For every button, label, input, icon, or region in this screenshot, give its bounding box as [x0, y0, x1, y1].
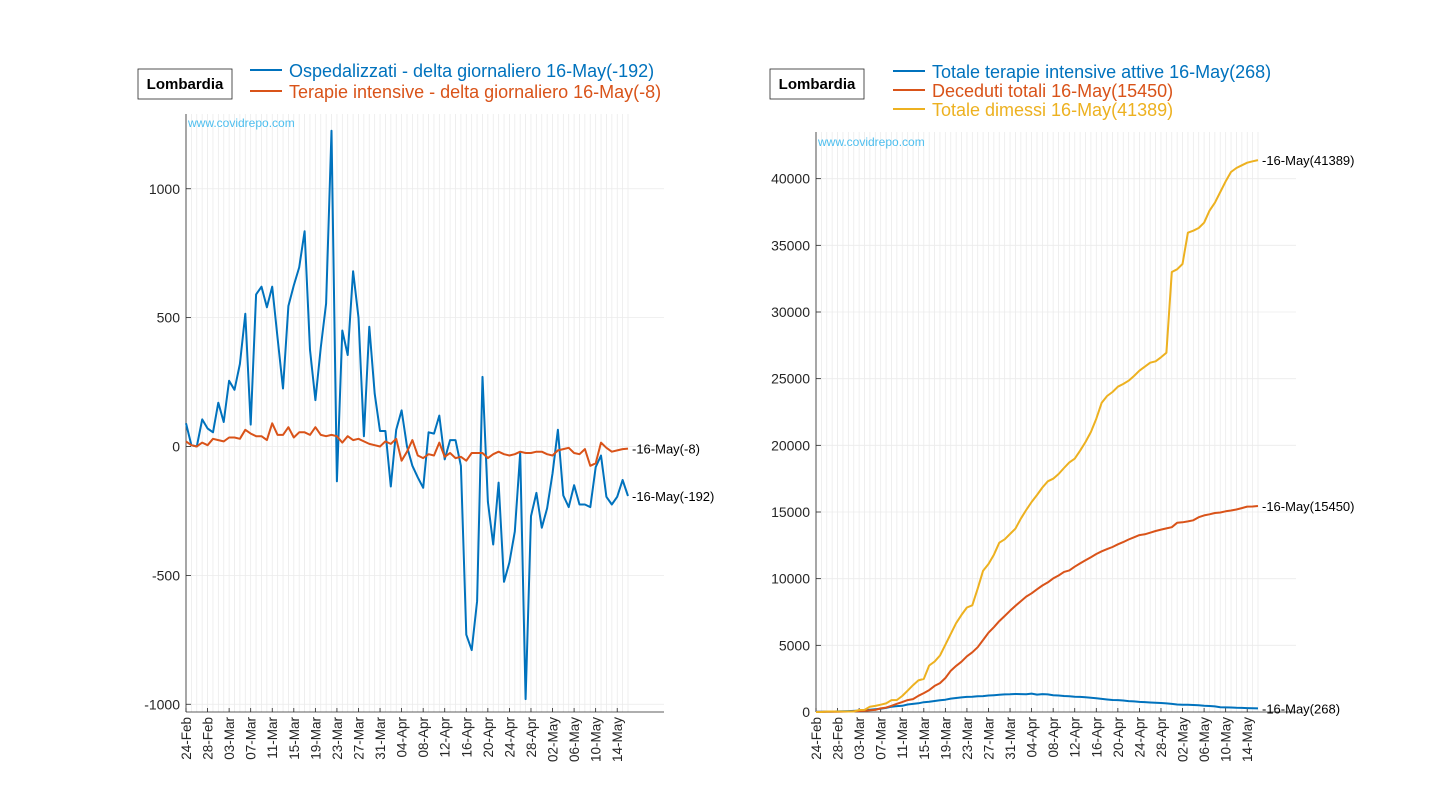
- x-tick-label: 28-Apr: [1154, 717, 1169, 758]
- y-tick-label: 0: [802, 704, 810, 720]
- x-tick-label: 31-Mar: [373, 717, 388, 760]
- series-left: [185, 129, 629, 701]
- x-tick-label: 06-May: [567, 717, 582, 762]
- x-tick-label: 23-Mar: [330, 717, 345, 760]
- legend-entry: Ospedalizzati - delta giornaliero 16-May…: [289, 61, 654, 81]
- x-tick-label: 10-May: [1219, 717, 1234, 762]
- x-tick-label: 23-Mar: [960, 717, 975, 760]
- y-tick-label: 0: [172, 439, 180, 455]
- legend-right: Totale terapie intensive attive 16-May(2…: [893, 62, 1271, 120]
- x-tick-label: 24-Feb: [179, 717, 194, 760]
- x-tick-label: 15-Mar: [917, 717, 932, 760]
- x-tick-label: 07-Mar: [244, 717, 259, 760]
- x-tick-label: 06-May: [1197, 717, 1212, 762]
- x-tick-label: 20-Apr: [1111, 717, 1126, 758]
- y-tick-label: 30000: [771, 304, 810, 320]
- region-label-left: Lombardia: [147, 76, 224, 93]
- x-tick-label: 07-Mar: [874, 717, 889, 760]
- labels-right: -16-May(268) -16-May(15450) -16-May(41389): [1262, 153, 1355, 716]
- y-tick-label: 5000: [779, 637, 810, 653]
- y-tick-label: 500: [157, 310, 181, 326]
- legend-entry: Deceduti totali 16-May(15450): [932, 81, 1173, 101]
- x-tick-label: 02-May: [546, 717, 561, 762]
- series-end-label: -16-May(15450): [1262, 499, 1355, 514]
- x-tick-label: 20-Apr: [481, 717, 496, 758]
- y-tick-label: 35000: [771, 237, 810, 253]
- axes-right: 0 5000 10000 15000 20000 25000 30000 35000 40000…: [771, 132, 1296, 762]
- y-tick-label: -1000: [144, 696, 180, 712]
- x-tick-label: 10-May: [589, 717, 604, 762]
- x-tick-label: 14-May: [610, 717, 625, 762]
- watermark-left: www.covidrepo.com: [187, 116, 295, 130]
- grid-right: [815, 132, 1296, 713]
- x-tick-label: 28-Feb: [831, 717, 846, 760]
- x-tick-label: 02-May: [1176, 717, 1191, 762]
- chart-hospitalized-delta: -1000 -500 0 500 1000 24-Feb 28-Feb 03-Mar 07-Ma…: [137, 61, 714, 762]
- y-tick-label: 15000: [771, 504, 810, 520]
- x-tick-label: 28-Feb: [201, 717, 216, 760]
- x-tick-label: 03-Mar: [222, 717, 237, 760]
- x-tick-label: 24-Feb: [809, 717, 824, 760]
- x-tick-label: 04-Apr: [1025, 717, 1040, 758]
- x-tick-label: 11-Mar: [265, 717, 280, 759]
- series-end-label: -16-May(268): [1262, 701, 1340, 716]
- series-line: [816, 159, 1259, 713]
- region-label-right: Lombardia: [779, 76, 856, 93]
- y-tick-label: 20000: [771, 437, 810, 453]
- region-box-right: Lombardia: [769, 68, 865, 100]
- series-end-label: -16-May(-8): [632, 442, 700, 457]
- grid-left: [185, 114, 664, 712]
- x-tick-label: 28-Apr: [524, 717, 539, 758]
- series-line: [185, 422, 629, 467]
- x-tick-label: 08-Apr: [1046, 717, 1061, 758]
- watermark-right: www.covidrepo.com: [817, 135, 925, 149]
- axes-left: -1000 -500 0 500 1000 24-Feb 28-Feb 03-Mar 07-Ma…: [144, 114, 664, 762]
- series-end-label: -16-May(41389): [1262, 153, 1355, 168]
- x-tick-label: 16-Apr: [459, 717, 474, 758]
- y-tick-label: -500: [152, 567, 180, 583]
- legend-entry: Terapie intensive - delta giornaliero 16…: [289, 82, 661, 102]
- series-line: [185, 129, 629, 701]
- chart-totals: 0 5000 10000 15000 20000 25000 30000 35000 40000…: [769, 62, 1355, 762]
- y-tick-label: 25000: [771, 371, 810, 387]
- x-tick-label: 12-Apr: [438, 717, 453, 758]
- x-tick-label: 24-Apr: [1132, 717, 1147, 758]
- x-tick-label: 12-Apr: [1068, 717, 1083, 758]
- x-tick-label: 19-Mar: [938, 717, 953, 760]
- x-tick-label: 04-Apr: [395, 717, 410, 758]
- x-tick-label: 27-Mar: [351, 717, 366, 760]
- x-tick-label: 19-Mar: [308, 717, 323, 760]
- x-tick-label: 11-Mar: [895, 717, 910, 759]
- region-box-left: Lombardia: [137, 68, 233, 100]
- series-line: [816, 505, 1259, 713]
- y-tick-label: 1000: [149, 181, 180, 197]
- labels-left: -16-May(-192) -16-May(-8): [632, 442, 714, 504]
- x-tick-label: 31-Mar: [1003, 717, 1018, 760]
- x-tick-label: 16-Apr: [1089, 717, 1104, 758]
- series-end-label: -16-May(-192): [632, 489, 714, 504]
- x-tick-label: 24-Apr: [502, 717, 517, 758]
- y-tick-label: 10000: [771, 571, 810, 587]
- x-tick-label: 08-Apr: [416, 717, 431, 758]
- y-tick-label: 40000: [771, 171, 810, 187]
- legend-entry: Totale terapie intensive attive 16-May(2…: [932, 62, 1271, 82]
- x-tick-label: 15-Mar: [287, 717, 302, 760]
- legend-entry: Totale dimessi 16-May(41389): [932, 100, 1173, 120]
- series-right: [816, 159, 1259, 713]
- x-tick-label: 14-May: [1240, 717, 1255, 762]
- x-tick-label: 03-Mar: [852, 717, 867, 760]
- x-tick-label: 27-Mar: [981, 717, 996, 760]
- legend-left: Ospedalizzati - delta giornaliero 16-May…: [250, 61, 661, 102]
